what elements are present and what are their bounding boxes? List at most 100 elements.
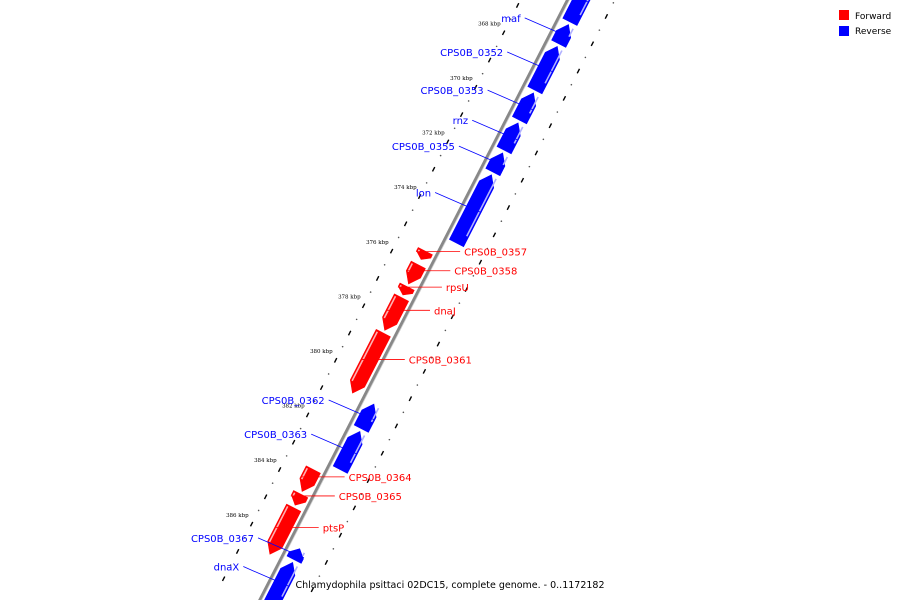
legend-label-forward: Forward xyxy=(855,12,891,22)
tick-major xyxy=(366,478,371,484)
gene-label-cps0b_0365[interactable]: CPS0B_0365 xyxy=(339,492,402,503)
gene-leader-line xyxy=(507,51,554,73)
gene-arrow-rpsu[interactable] xyxy=(397,282,415,296)
tick-minor xyxy=(257,509,260,512)
gene-highlight xyxy=(268,506,289,543)
backbone-line xyxy=(258,0,570,600)
tick-minor xyxy=(528,165,531,168)
tick-minor xyxy=(313,400,316,403)
gene-label-cps0b_0367[interactable]: CPS0B_0367 xyxy=(191,534,254,545)
gene-label-rpsu[interactable]: rpsU xyxy=(446,283,469,294)
gene-arrow-cps0b_0357[interactable] xyxy=(416,247,433,260)
tick-minor xyxy=(430,356,433,359)
gene-highlight xyxy=(502,156,509,166)
tick-minor xyxy=(542,138,545,141)
gene-label-lon[interactable]: lon xyxy=(416,189,431,200)
tick-major xyxy=(375,275,380,281)
gene-arrow-maf[interactable] xyxy=(551,24,572,48)
tick-minor xyxy=(509,18,512,20)
tick-major xyxy=(347,330,352,336)
backbone-highlight xyxy=(261,0,570,600)
tick-minor xyxy=(397,236,400,239)
gene-label-cps0b_0358[interactable]: CPS0B_0358 xyxy=(454,267,517,278)
gene-label-cps0b_0355[interactable]: CPS0B_0355 xyxy=(392,142,455,153)
tick-minor xyxy=(285,455,288,457)
gene-label-cps0b_0363[interactable]: CPS0B_0363 xyxy=(244,430,307,441)
tick-label: 378 kbp xyxy=(338,294,361,300)
gene-leader-line xyxy=(328,399,375,421)
tick-label: 386 kbp xyxy=(226,513,249,519)
gene-label-cps0b_0362[interactable]: CPS0B_0362 xyxy=(262,396,325,407)
gene-arrow-rnz[interactable] xyxy=(496,122,521,155)
tick-major xyxy=(403,221,408,227)
gene-label-cps0b_0353[interactable]: CPS0B_0353 xyxy=(421,86,484,97)
gene-label-ptsp[interactable]: ptsP xyxy=(323,523,345,534)
legend-label-reverse: Reverse xyxy=(855,27,892,37)
gene-label-cps0b_0364[interactable]: CPS0B_0364 xyxy=(349,473,412,484)
tick-minor xyxy=(271,482,274,484)
tick-major xyxy=(520,177,525,183)
tick-major xyxy=(576,68,581,74)
tick-major xyxy=(352,505,357,511)
gene-arrow-cps0b_0367[interactable] xyxy=(286,548,304,564)
legend-swatch-reverse xyxy=(839,26,849,36)
gene-label-cps0b_0357[interactable]: CPS0B_0357 xyxy=(464,248,527,259)
tick-minor xyxy=(556,111,559,113)
gene-label-rnz[interactable]: rnz xyxy=(453,116,469,127)
tick-major xyxy=(501,30,506,36)
tick-minor xyxy=(341,345,344,348)
tick-major xyxy=(310,587,315,593)
gene-arrow-ptsp[interactable] xyxy=(267,503,302,555)
gene-arrow-cps0b_0361[interactable] xyxy=(349,328,391,394)
tick-major xyxy=(450,314,455,320)
gene-leader-line xyxy=(472,119,519,141)
legend: Forward Reverse xyxy=(839,10,892,37)
gene-arrow-cps0b_0352[interactable] xyxy=(527,46,560,95)
gene-label-cps0b_0352[interactable]: CPS0B_0352 xyxy=(440,48,503,59)
tick-major xyxy=(277,466,282,473)
gene-arrow-lon[interactable] xyxy=(448,174,495,248)
tick-minor xyxy=(495,45,498,48)
gene-arrow-cps0b_0362[interactable] xyxy=(353,403,377,433)
gene-label-maf[interactable]: maf xyxy=(501,14,521,25)
tick-major xyxy=(590,41,595,47)
gene-leader-line xyxy=(257,537,305,559)
gene-arrow-cps0b_0355[interactable] xyxy=(485,152,506,177)
tick-label: 368 kbp xyxy=(478,21,501,27)
gene-arrow-dnaj[interactable] xyxy=(382,293,410,331)
gene-highlight xyxy=(383,295,397,319)
tick-major xyxy=(263,494,268,500)
tick-major xyxy=(445,139,450,145)
tick-major xyxy=(235,548,240,554)
gene-arrow-cps0b_0365[interactable] xyxy=(291,490,309,506)
gene-leader-line xyxy=(434,192,482,213)
gene-leader-line xyxy=(524,17,571,39)
tick-major xyxy=(417,193,422,200)
tick-minor xyxy=(598,29,601,31)
tick-major xyxy=(338,532,343,538)
tick-label: 370 kbp xyxy=(450,76,473,82)
gene-highlight xyxy=(351,331,378,382)
tick-minor xyxy=(355,318,358,321)
tick-major xyxy=(394,423,399,429)
gene-arrow-cps0b_0350[interactable] xyxy=(562,0,596,26)
gene-label-cps0b_0361[interactable]: CPS0B_0361 xyxy=(409,355,472,366)
tick-major xyxy=(478,259,483,265)
gene-label-dnax[interactable]: dnaX xyxy=(214,563,240,574)
gene-arrow-cps0b_0353[interactable] xyxy=(511,92,537,125)
tick-minor xyxy=(229,564,232,566)
tick-minor xyxy=(458,302,461,304)
tick-major xyxy=(422,368,427,374)
tick-major xyxy=(506,205,511,211)
tick-major xyxy=(534,150,539,156)
tick-major xyxy=(333,357,338,363)
tick-minor xyxy=(612,2,615,4)
tick-minor xyxy=(402,411,405,414)
gene-highlight xyxy=(281,566,299,597)
gene-label-dnaj[interactable]: dnaJ xyxy=(434,306,456,317)
gene-arrow-cps0b_0363[interactable] xyxy=(332,430,363,474)
tick-major xyxy=(515,2,520,8)
tick-minor xyxy=(486,247,489,250)
gene-arrow-dnax[interactable] xyxy=(264,561,296,600)
